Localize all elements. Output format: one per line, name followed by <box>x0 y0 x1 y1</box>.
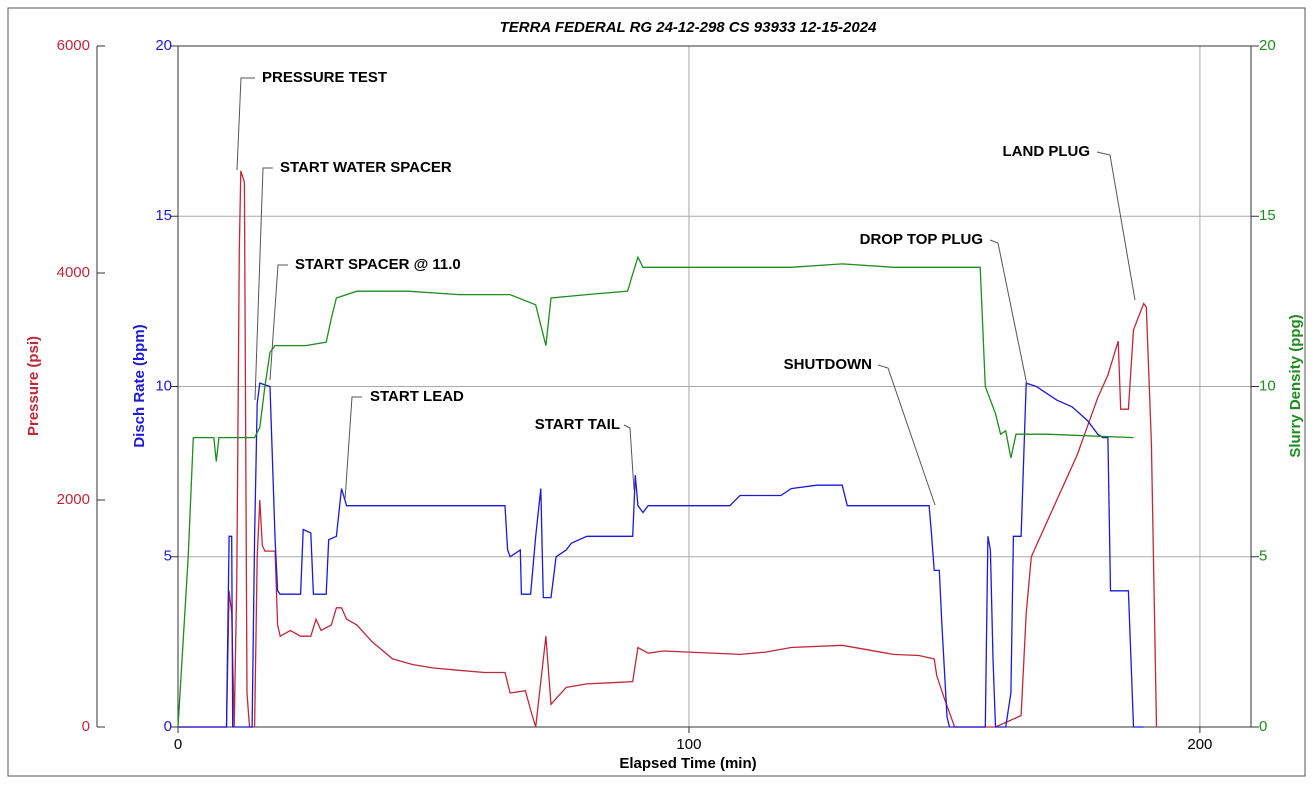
series-line <box>178 170 1158 728</box>
annotation: SHUTDOWN <box>784 356 872 373</box>
y3ticks-label: 0 <box>82 718 90 735</box>
annotation: START WATER SPACER <box>280 159 452 176</box>
y2ticks-label: 5 <box>1259 548 1267 565</box>
y2ticks-label: 15 <box>1259 207 1276 224</box>
y3ticks-label: 4000 <box>57 264 90 281</box>
annotation: PRESSURE TEST <box>262 69 387 86</box>
x-tick-label: 0 <box>174 736 182 753</box>
y3ticks-label: 6000 <box>57 37 90 54</box>
series-line <box>177 255 1134 728</box>
annotation-leader <box>623 424 635 491</box>
annotation-leader <box>877 364 936 506</box>
annotation: DROP TOP PLUG <box>860 231 983 248</box>
annotation: START SPACER @ 11.0 <box>295 256 461 273</box>
annotation: LAND PLUG <box>1003 143 1091 160</box>
chart-title: TERRA FEDERAL RG 24-12-298 CS 93933 12-1… <box>500 19 877 36</box>
annotation-leader <box>254 167 273 401</box>
y2ticks-label: 20 <box>1259 37 1276 54</box>
x-tick-label: 200 <box>1187 736 1212 753</box>
annotation-leader <box>236 77 255 171</box>
y2-axis-label: Slurry Density (ppg) <box>1287 314 1304 457</box>
annotation: START LEAD <box>370 388 464 405</box>
yticks-label: 20 <box>155 37 172 54</box>
x-tick-label: 100 <box>676 736 701 753</box>
frame <box>7 7 1306 777</box>
yticks-label: 0 <box>164 718 172 735</box>
x-axis-label: Elapsed Time (min) <box>619 755 756 772</box>
annotation-leader <box>1096 151 1136 301</box>
y3-axis-label: Pressure (psi) <box>25 336 42 436</box>
y2ticks-label: 10 <box>1259 377 1276 394</box>
annotation-leader <box>269 264 288 381</box>
annotation-leader <box>344 396 362 501</box>
series-line <box>178 382 1144 728</box>
yticks-label: 10 <box>155 377 172 394</box>
yticks-label: 15 <box>155 207 172 224</box>
annotation-leader <box>989 239 1028 386</box>
yticks-label: 5 <box>164 548 172 565</box>
y-axis-label: Disch Rate (bpm) <box>131 324 148 447</box>
y2ticks-label: 0 <box>1259 718 1267 735</box>
y3ticks-label: 2000 <box>57 491 90 508</box>
annotation: START TAIL <box>535 416 620 433</box>
